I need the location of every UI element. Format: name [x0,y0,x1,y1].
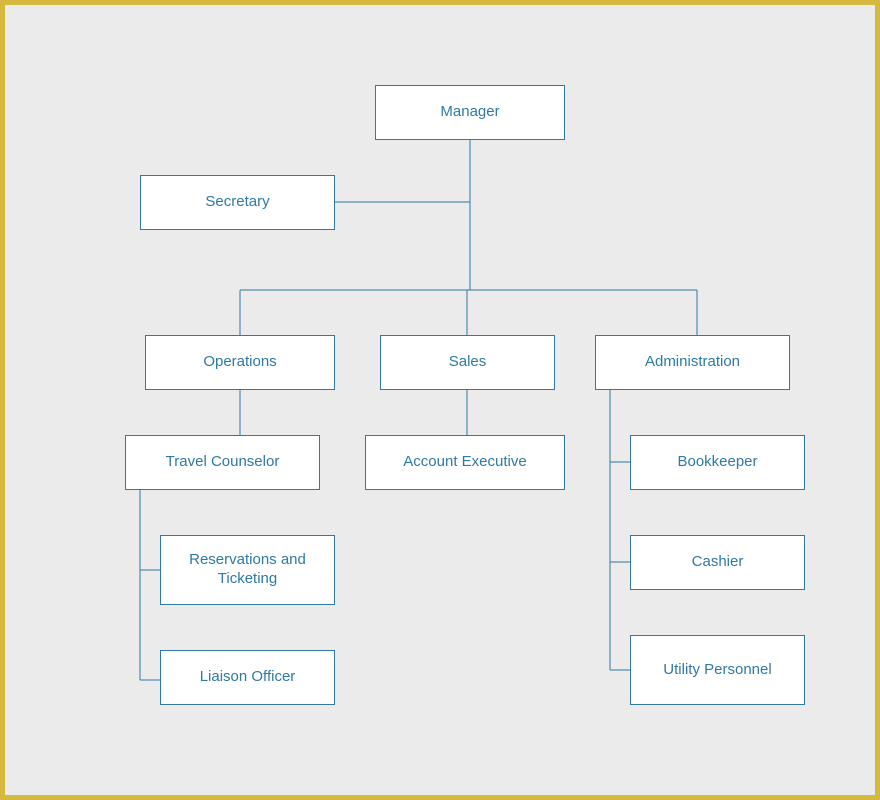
org-node-label: Secretary [205,193,269,212]
org-node-operations: Operations [145,335,335,390]
outer-frame: Manager Secretary Operations Sales Administr… [0,0,880,800]
org-node-cashier: Cashier [630,535,805,590]
org-node-utility: Utility Personnel [630,635,805,705]
org-node-label: Account Executive [403,453,526,472]
org-node-label: Operations [203,353,276,372]
org-node-administration: Administration [595,335,790,390]
org-node-secretary: Secretary [140,175,335,230]
org-node-label: Bookkeeper [677,453,757,472]
org-node-reservations: Reservations and Ticketing [160,535,335,605]
connector [140,490,160,680]
chart-canvas: Manager Secretary Operations Sales Administr… [40,40,850,770]
org-node-bookkeeper: Bookkeeper [630,435,805,490]
connector [610,390,630,670]
org-node-label: Reservations and Ticketing [169,551,326,589]
org-node-label: Travel Counselor [166,453,280,472]
org-node-account: Account Executive [365,435,565,490]
org-node-label: Cashier [692,553,744,572]
org-node-label: Manager [440,103,499,122]
org-node-label: Sales [449,353,487,372]
org-node-manager: Manager [375,85,565,140]
org-node-sales: Sales [380,335,555,390]
org-node-label: Administration [645,353,740,372]
org-node-label: Utility Personnel [663,661,771,680]
org-node-liaison: Liaison Officer [160,650,335,705]
org-node-travel: Travel Counselor [125,435,320,490]
org-node-label: Liaison Officer [200,668,296,687]
